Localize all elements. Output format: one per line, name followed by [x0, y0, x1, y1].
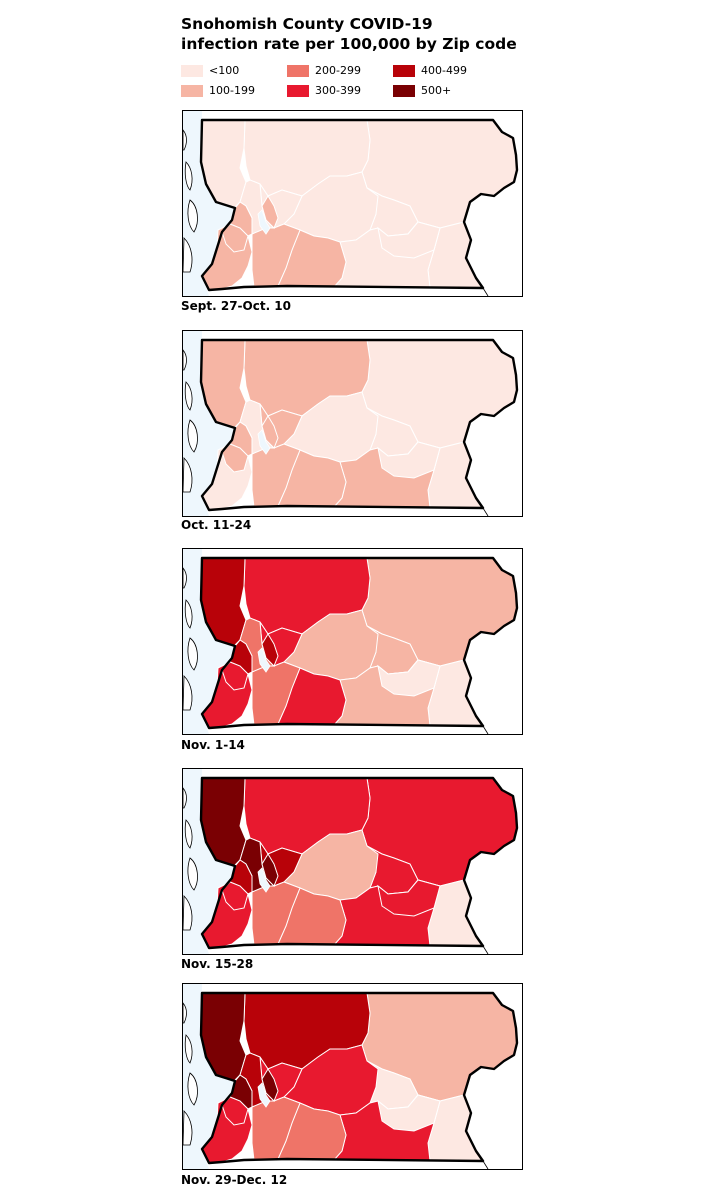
island-shape [184, 819, 193, 849]
map-panel [182, 110, 523, 297]
zip-region-lake-strip [261, 853, 279, 887]
boundary-line [482, 287, 489, 297]
island-shape [187, 857, 198, 891]
zip-region-lake-strip [261, 633, 279, 667]
choropleth-map [182, 110, 523, 297]
puget-sound-water [183, 331, 235, 516]
title-line-2: infection rate per 100,000 by Zip code [181, 35, 517, 53]
lake-water [257, 647, 271, 673]
county-outline [199, 118, 519, 292]
puget-sound-water [183, 984, 235, 1169]
boundary-line [482, 1160, 489, 1170]
zip-region-coast-c [221, 881, 249, 911]
island-shape [182, 348, 187, 371]
map-panel [182, 330, 523, 517]
county-outline [199, 556, 519, 730]
lake-water [257, 1082, 271, 1108]
panel-label: Sept. 27-Oct. 10 [181, 299, 292, 313]
zip-region-southeast [377, 221, 441, 259]
zip-region-southeast [377, 1094, 441, 1132]
island-shape [182, 566, 187, 589]
boundary-line [482, 507, 489, 517]
map-title: Snohomish County COVID-19 infection rate… [181, 14, 661, 54]
zip-region-coast-c [221, 1096, 249, 1126]
island-shape [182, 128, 187, 151]
legend-swatch [393, 65, 415, 77]
zip-region-coast-c [221, 443, 249, 473]
zip-region-coast-c [221, 223, 249, 253]
island-shape [187, 419, 198, 453]
legend-swatch [393, 85, 415, 97]
legend-label: 500+ [421, 84, 452, 97]
lake-water [257, 867, 271, 893]
legend: <100 100-199 200-299 300-399 400-499 500… [181, 64, 501, 104]
panel-label: Oct. 11-24 [181, 518, 252, 532]
choropleth-map [182, 548, 523, 735]
island-shape [184, 381, 193, 411]
lake-water [257, 429, 271, 455]
map-panel [182, 983, 523, 1170]
panel-label: Nov. 1-14 [181, 738, 245, 752]
puget-sound-water [183, 111, 235, 296]
island-shape [182, 786, 187, 809]
zip-region-lake-strip [261, 195, 279, 229]
island-shape [182, 457, 193, 493]
island-shape [187, 637, 198, 671]
legend-swatch [181, 65, 203, 77]
zip-region-southeast [377, 441, 441, 479]
island-shape [184, 599, 193, 629]
title-line-1: Snohomish County COVID-19 [181, 15, 433, 33]
choropleth-map [182, 983, 523, 1170]
boundary-line [482, 725, 489, 735]
legend-swatch [287, 85, 309, 97]
legend-swatch [181, 85, 203, 97]
legend-label: <100 [209, 64, 240, 77]
puget-sound-water [183, 769, 235, 954]
choropleth-map [182, 330, 523, 517]
island-shape [182, 895, 193, 931]
county-outline [199, 991, 519, 1165]
county-outline [199, 338, 519, 512]
island-shape [182, 1001, 187, 1024]
map-panel [182, 768, 523, 955]
county-outline [199, 776, 519, 950]
island-shape [182, 1110, 193, 1146]
zip-region-lake-strip [261, 1068, 279, 1102]
island-shape [184, 1034, 193, 1064]
choropleth-map [182, 768, 523, 955]
island-shape [187, 1072, 198, 1106]
lake-water [257, 209, 271, 235]
map-panel [182, 548, 523, 735]
panel-label: Nov. 29-Dec. 12 [181, 1173, 288, 1187]
island-shape [182, 675, 193, 711]
legend-label: 200-299 [315, 64, 361, 77]
legend-swatch [287, 65, 309, 77]
legend-label: 100-199 [209, 84, 255, 97]
legend-label: 300-399 [315, 84, 361, 97]
legend-label: 400-499 [421, 64, 467, 77]
zip-region-lake-strip [261, 415, 279, 449]
zip-region-southeast [377, 879, 441, 917]
island-shape [184, 161, 193, 191]
zip-region-coast-c [221, 661, 249, 691]
boundary-line [482, 945, 489, 955]
panel-label: Nov. 15-28 [181, 957, 254, 971]
zip-region-southeast [377, 659, 441, 697]
puget-sound-water [183, 549, 235, 734]
island-shape [187, 199, 198, 233]
island-shape [182, 237, 193, 273]
